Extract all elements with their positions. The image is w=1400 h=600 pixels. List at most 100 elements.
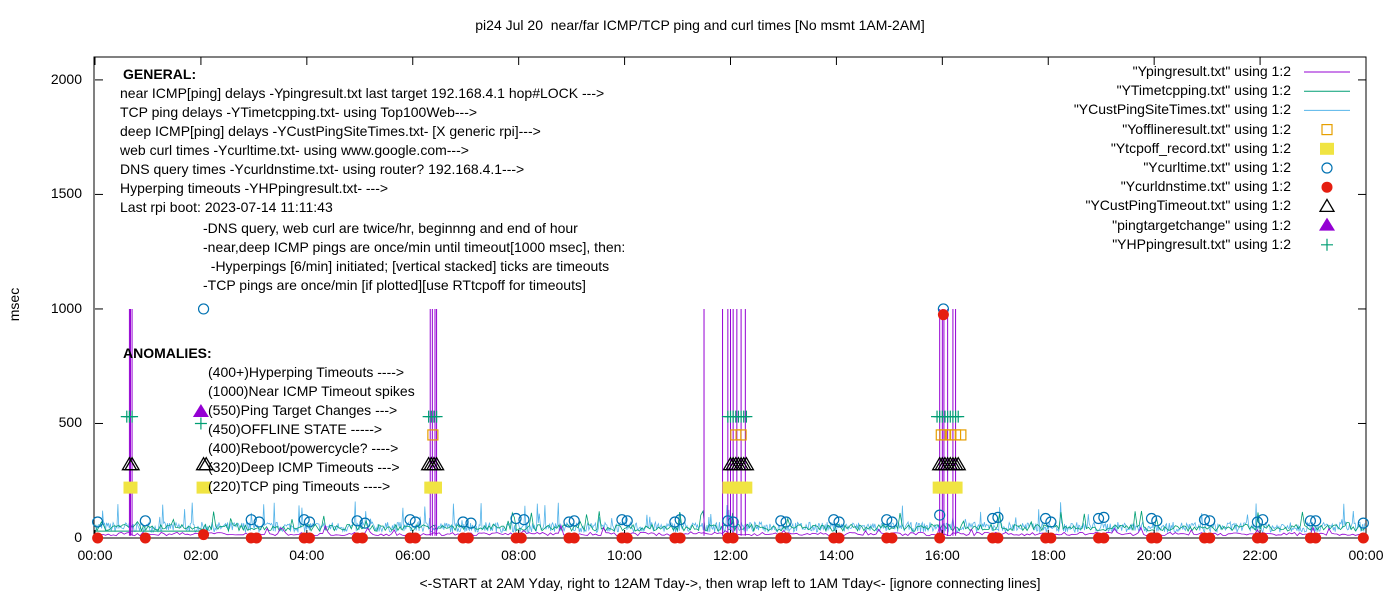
legend-marker-sample bbox=[1318, 198, 1336, 213]
legend-entry: "YHPpingresult.txt" using 1:2 bbox=[1112, 235, 1291, 252]
deep-icmp-timeout-marker bbox=[428, 456, 445, 471]
tcp-off-marker bbox=[427, 481, 442, 494]
curl-time-marker bbox=[568, 515, 580, 527]
x-tick-label: 14:00 bbox=[818, 547, 854, 563]
curl-time-marker bbox=[510, 512, 522, 525]
curl-time-marker bbox=[404, 514, 416, 526]
deep-icmp-timeout-marker bbox=[950, 456, 967, 471]
curl-time-marker bbox=[727, 516, 739, 528]
detail-line: -near,deep ICMP pings are once/min until… bbox=[203, 239, 626, 255]
curl-time-marker bbox=[1098, 511, 1110, 523]
legend-entry: "YCustPingSiteTimes.txt" using 1:2 bbox=[1073, 101, 1291, 118]
curl-time-marker bbox=[1045, 516, 1057, 528]
x-tick-label: 10:00 bbox=[607, 547, 643, 563]
dns-time-marker bbox=[1257, 532, 1269, 544]
legend-entry: "Yofflineresult.txt" using 1:2 bbox=[1122, 120, 1291, 137]
tcp-off-marker bbox=[948, 481, 963, 494]
legend-entry: "Ytcpoff_record.txt" using 1:2 bbox=[1110, 139, 1291, 156]
deep-icmp-timeout-marker bbox=[198, 456, 215, 471]
dns-time-marker bbox=[674, 532, 686, 544]
legend-entry: "YTimetcpping.txt" using 1:2 bbox=[1116, 82, 1291, 99]
legend-entry: "Ypingresult.txt" using 1:2 bbox=[1132, 63, 1291, 79]
dns-time-marker bbox=[198, 529, 210, 541]
detail-line: -DNS query, web curl are twice/hr, begin… bbox=[203, 220, 578, 236]
tcp-off-marker bbox=[123, 481, 138, 494]
y-tick-label: 1500 bbox=[50, 185, 82, 202]
anomaly-line: (320)Deep ICMP Timeouts ---> bbox=[208, 459, 400, 475]
curl-time-marker bbox=[465, 517, 477, 529]
x-tick-label: 00:00 bbox=[77, 547, 113, 563]
x-tick-label: 18:00 bbox=[1030, 547, 1066, 563]
dns-time-marker bbox=[92, 532, 104, 544]
curl-time-marker bbox=[1251, 516, 1264, 528]
dns-time-marker bbox=[462, 532, 474, 544]
curl-time-marker bbox=[92, 516, 104, 528]
dns-time-marker bbox=[568, 532, 580, 544]
y-tick-label: 0 bbox=[74, 529, 82, 545]
dns-time-marker bbox=[780, 532, 792, 544]
anomaly-line: (400+)Hyperping Timeouts ----> bbox=[208, 364, 405, 380]
dns-time-marker bbox=[1098, 532, 1110, 544]
curl-time-marker bbox=[1310, 515, 1322, 527]
curl-time-marker bbox=[298, 514, 310, 526]
x-tick-label: 06:00 bbox=[395, 547, 431, 563]
curl-time-marker bbox=[674, 514, 686, 526]
anomaly-line: (400)Reboot/powercycle? ----> bbox=[208, 440, 399, 456]
curl-time-marker bbox=[1092, 512, 1105, 525]
hyperping-timeout-marker bbox=[126, 410, 139, 423]
curl-time-marker bbox=[253, 516, 265, 528]
detail-line: -Hyperpings [6/min] initiated; [vertical… bbox=[203, 258, 610, 274]
curl-time-marker bbox=[197, 303, 210, 315]
deep-icmp-timeout-marker bbox=[738, 456, 755, 471]
curl-time-marker bbox=[722, 515, 734, 527]
general-line: Last rpi boot: 2023-07-14 11:11:43 bbox=[120, 199, 333, 215]
curl-time-marker bbox=[621, 515, 633, 527]
dns-time-marker bbox=[515, 532, 527, 544]
x-tick-label: 00:00 bbox=[1348, 547, 1384, 563]
general-line: Hyperping timeouts -YHPpingresult.txt- -… bbox=[120, 180, 389, 196]
offline-marker bbox=[427, 429, 439, 441]
y-tick-label: 1000 bbox=[50, 299, 82, 316]
curl-time-marker bbox=[1145, 512, 1158, 525]
dns-time-marker bbox=[621, 532, 633, 544]
general-line: near ICMP[ping] delays -Ypingresult.txt … bbox=[120, 85, 605, 101]
legend-entry: "pingtargetchange" using 1:2 bbox=[1112, 216, 1291, 233]
dns-time-marker bbox=[356, 532, 368, 544]
x-tick-label: 22:00 bbox=[1242, 547, 1278, 563]
hyperping-timeout-marker bbox=[952, 410, 965, 423]
x-tick-label: 16:00 bbox=[924, 547, 960, 563]
chart-title: pi24 Jul 20 near/far ICMP/TCP ping and c… bbox=[475, 17, 925, 33]
curl-time-marker bbox=[833, 516, 845, 528]
legend-marker-sample bbox=[1321, 162, 1333, 174]
curl-time-marker bbox=[303, 516, 316, 528]
dns-time-marker bbox=[934, 532, 946, 544]
anomaly-line: (1000)Near ICMP Timeout spikes bbox=[208, 383, 415, 399]
curl-time-marker bbox=[780, 516, 792, 528]
anomalies-heading: ANOMALIES: bbox=[123, 345, 212, 361]
legend-samples bbox=[1304, 71, 1350, 251]
anomaly-line: (220)TCP ping Timeouts ----> bbox=[208, 478, 391, 494]
y-tick-label: 2000 bbox=[50, 70, 82, 87]
deep-icmp-timeout-marker bbox=[123, 456, 141, 471]
curl-time-marker bbox=[1304, 515, 1316, 527]
legend-marker-sample bbox=[1319, 217, 1335, 231]
curl-time-marker bbox=[1257, 514, 1269, 526]
x-tick-label: 02:00 bbox=[183, 547, 219, 563]
legend-marker-sample bbox=[1321, 123, 1333, 136]
dns-time-marker bbox=[1045, 532, 1057, 544]
dns-time-marker bbox=[303, 532, 315, 544]
legend-entry: "Ycurltime.txt" using 1:2 bbox=[1143, 159, 1291, 175]
hyperping-timeout-marker bbox=[740, 410, 753, 423]
curl-time-marker bbox=[1204, 515, 1216, 527]
dns-time-marker bbox=[251, 532, 263, 544]
curl-time-marker bbox=[828, 514, 840, 526]
curl-time-marker bbox=[881, 514, 893, 526]
curl-time-marker bbox=[139, 515, 151, 527]
curl-time-marker bbox=[987, 512, 999, 525]
general-line: deep ICMP[ping] delays -YCustPingSiteTim… bbox=[120, 123, 541, 139]
dns-time-marker bbox=[937, 309, 949, 321]
curl-time-marker bbox=[669, 516, 681, 528]
ping-target-change-marker bbox=[192, 404, 209, 418]
general-line: DNS query times -Ycurldnstime.txt- using… bbox=[120, 161, 525, 177]
